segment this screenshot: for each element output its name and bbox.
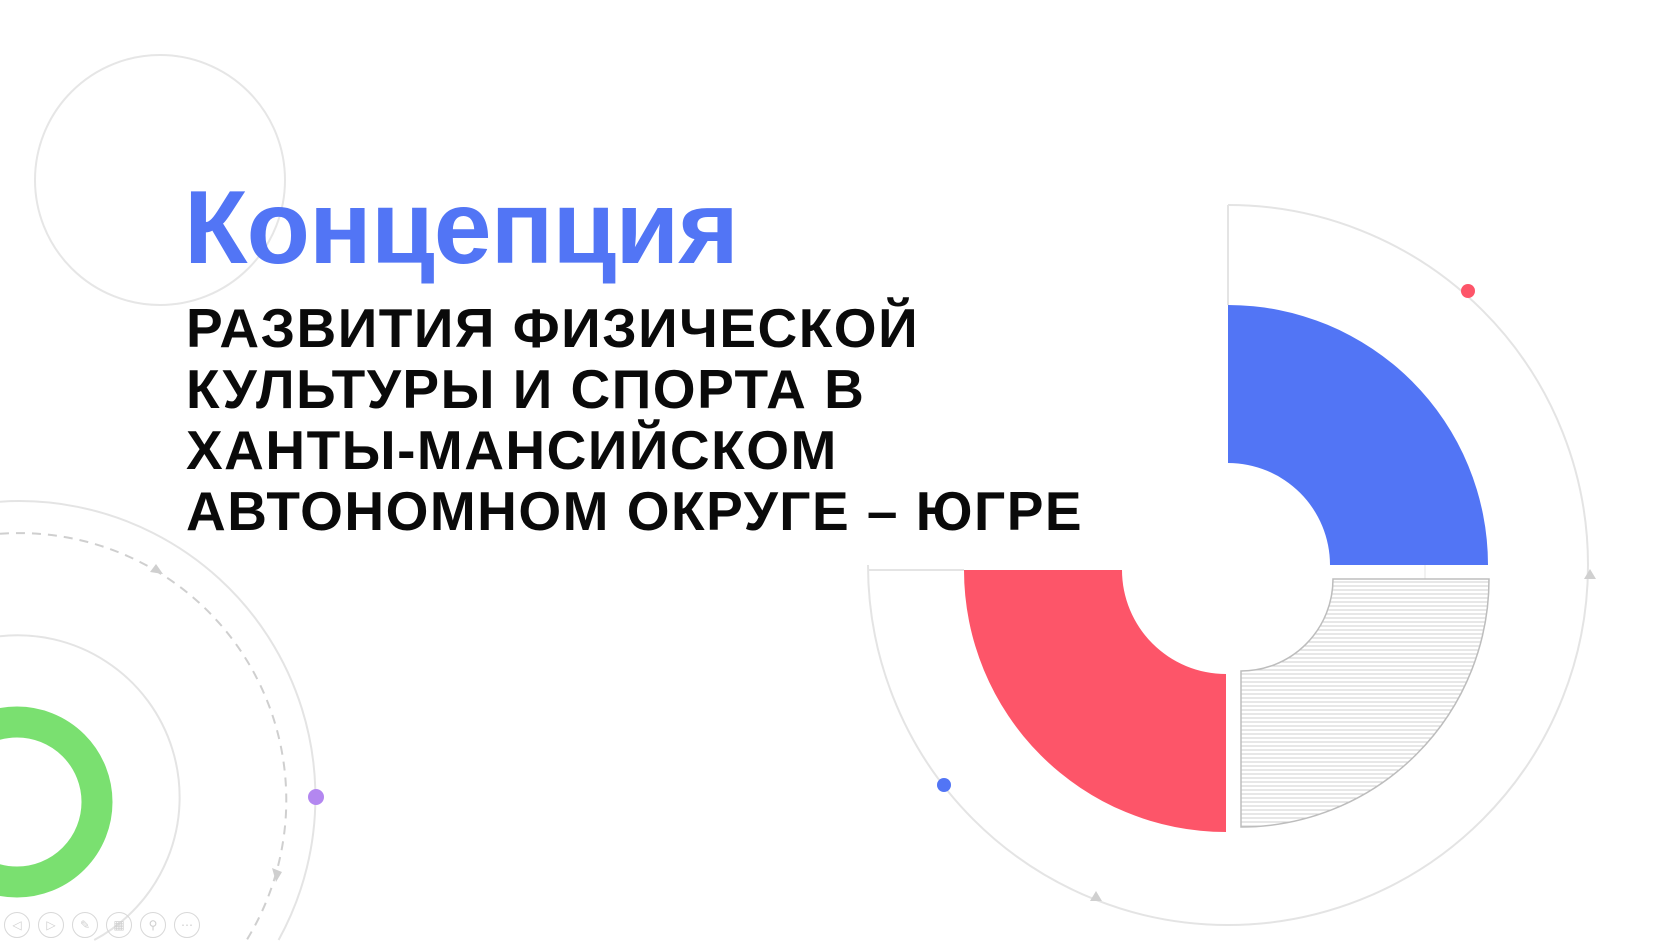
hatched-quadrant: [1240, 578, 1490, 828]
slides-grid-button[interactable]: ▦: [106, 912, 132, 938]
left-dashed-orbit: [0, 532, 288, 941]
slide-title: Концепция: [184, 170, 739, 286]
next-slide-icon: ▷: [46, 918, 56, 932]
previous-slide-button[interactable]: ◁: [4, 912, 30, 938]
slide-subtitle: РАЗВИТИЯ ФИЗИЧЕСКОЙ КУЛЬТУРЫ И СПОРТА В …: [186, 298, 1083, 542]
pen-button[interactable]: ✎: [72, 912, 98, 938]
slides-grid-icon: ▦: [113, 918, 125, 932]
red-quadrant: [964, 570, 1226, 832]
subtitle-line: ХАНТЫ-МАНСИЙСКОМ: [186, 419, 838, 481]
orbit-arrow-icon: [272, 868, 282, 882]
more-options-button[interactable]: ⋯: [174, 912, 200, 938]
subtitle-line: РАЗВИТИЯ ФИЗИЧЕСКОЙ: [186, 297, 920, 359]
pen-icon: ✎: [79, 918, 91, 932]
orbit-arrow-icon: [1090, 891, 1102, 901]
slideshow-toolbar: ◁ ▷ ✎ ▦ ⚲ ⋯: [4, 912, 200, 938]
zoom-button[interactable]: ⚲: [140, 912, 166, 938]
purple-dot: [308, 789, 324, 805]
orbit-arrow-icon: [1584, 569, 1596, 579]
left-outer-circle-outline: [0, 500, 317, 941]
subtitle-line: АВТОНОМНОМ ОКРУГЕ – ЮГРЕ: [186, 480, 1084, 542]
red-dot: [1461, 284, 1475, 298]
more-options-icon: ⋯: [181, 918, 193, 932]
top-left-circle-outline: [34, 54, 286, 306]
blue-quadrant: [1228, 305, 1488, 565]
orbit-arrow-icon: [150, 564, 163, 574]
blue-dot: [937, 778, 951, 792]
subtitle-line: КУЛЬТУРЫ И СПОРТА В: [186, 358, 866, 420]
next-slide-button[interactable]: ▷: [38, 912, 64, 938]
zoom-icon: ⚲: [148, 918, 158, 932]
previous-slide-icon: ◁: [12, 918, 22, 932]
green-ring: [0, 706, 113, 898]
right-orbit-arc: [867, 204, 1589, 926]
left-inner-circle-outline: [0, 634, 181, 941]
